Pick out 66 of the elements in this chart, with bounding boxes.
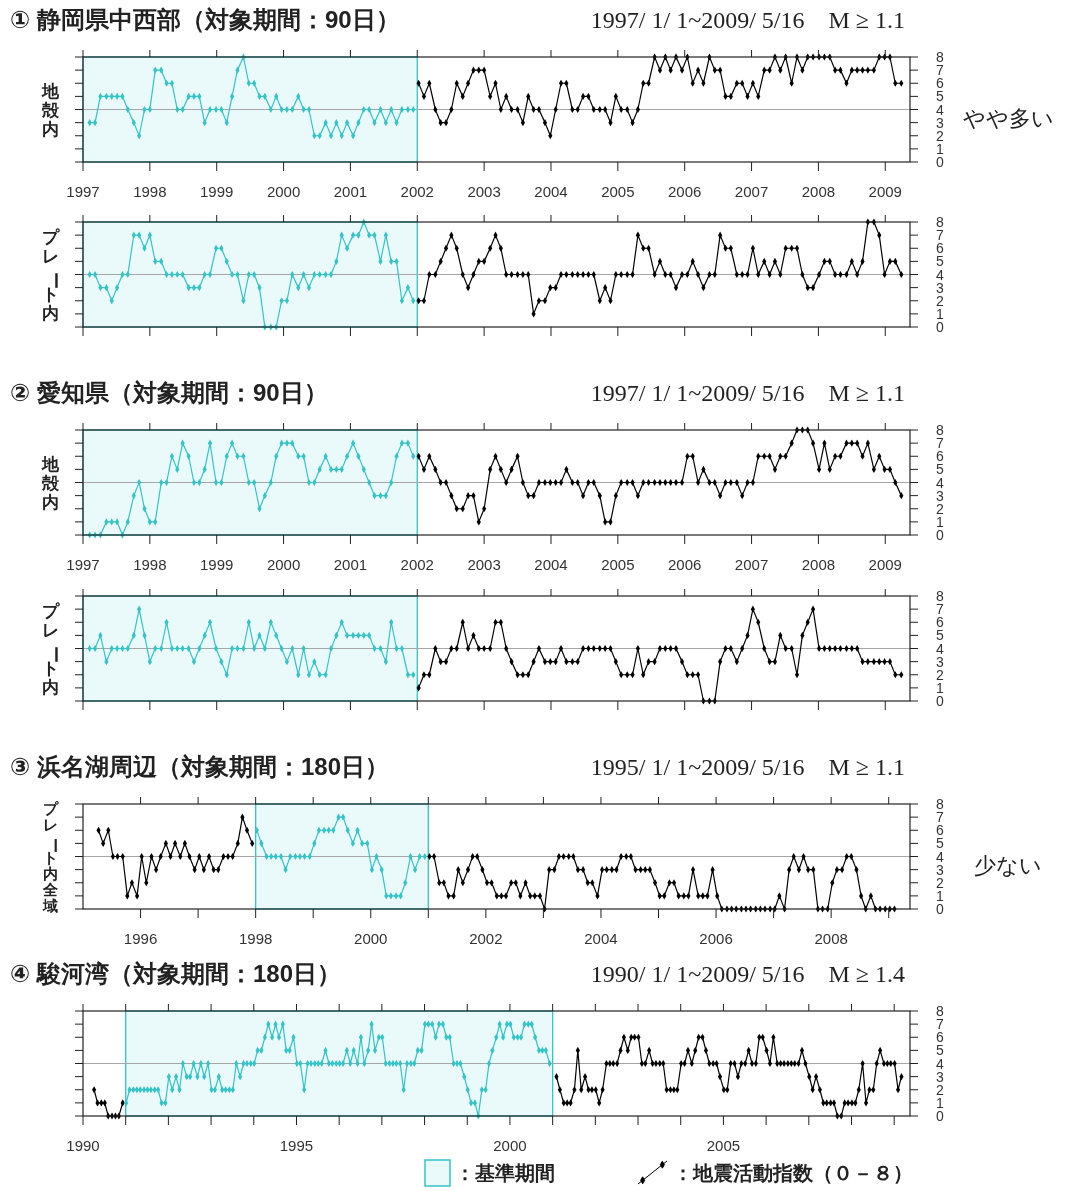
y-tick-label: 0	[936, 319, 945, 335]
chart-title: ① 静岡県中西部（対象期間：90日）	[10, 6, 400, 33]
x-tick-label: 2003	[467, 183, 501, 200]
x-tick-label: 2000	[266, 183, 301, 200]
x-tick-label: 2008	[801, 556, 836, 573]
y-tick-label: 8	[936, 1003, 945, 1019]
x-tick-label: 1996	[123, 930, 158, 947]
x-tick-label: 1999	[200, 183, 234, 200]
y-tick-label: 8	[936, 422, 945, 438]
x-tick-label: 2006	[668, 556, 702, 573]
x-tick-label: 2000	[493, 1137, 527, 1154]
x-tick-label: 1995	[279, 1137, 314, 1154]
x-tick-label: 2004	[534, 556, 568, 573]
x-tick-label: 2001	[333, 183, 368, 200]
text: 少ない	[974, 852, 1042, 878]
x-tick-label: 2000	[354, 930, 388, 947]
x-tick-label: 2000	[266, 556, 301, 573]
x-tick-label: 1997	[66, 556, 100, 573]
x-tick-label: 2001	[333, 556, 368, 573]
x-tick-label: 2006	[668, 183, 702, 200]
x-tick-label: 2004	[534, 183, 568, 200]
y-tick-label: 8	[936, 588, 945, 604]
y-tick-label: 8	[936, 796, 945, 812]
x-tick-label: 2007	[734, 556, 769, 573]
y-axis-title: プレート内	[41, 227, 65, 322]
x-tick-label: 2008	[801, 183, 836, 200]
x-tick-label: 1998	[133, 183, 167, 200]
x-tick-label: 1997	[66, 183, 100, 200]
x-tick-label: 1990	[66, 1137, 100, 1154]
y-tick-label: 0	[936, 693, 945, 709]
y-tick-label: 0	[936, 154, 945, 170]
chart-title: ④ 駿河湾（対象期間：180日）	[10, 960, 342, 987]
y-tick-label: 0	[936, 1108, 945, 1124]
x-tick-label: 2007	[734, 183, 769, 200]
chart-subtitle: 1997/ 1/ 1~2009/ 5/16 M ≥ 1.1	[590, 380, 905, 406]
x-tick-label: 1998	[133, 556, 167, 573]
x-tick-label: 2002	[400, 556, 434, 573]
x-tick-label: 2009	[868, 556, 902, 573]
x-tick-label: 2009	[868, 183, 902, 200]
chart-subtitle: 1995/ 1/ 1~2009/ 5/16 M ≥ 1.1	[590, 754, 905, 780]
legend-label: ：基準期間	[455, 1162, 555, 1184]
text: やや多い	[962, 105, 1054, 131]
x-tick-label: 2008	[814, 930, 848, 947]
x-tick-label: 2005	[601, 556, 635, 573]
chart-subtitle: 1997/ 1/ 1~2009/ 5/16 M ≥ 1.1	[590, 7, 905, 33]
y-axis-title: プレート内	[41, 601, 65, 696]
y-tick-label: 8	[936, 214, 945, 230]
x-tick-label: 2002	[400, 183, 434, 200]
x-tick-label: 2005	[601, 183, 635, 200]
y-axis-title: プレート内全域	[41, 799, 65, 914]
y-tick-label: 8	[936, 49, 945, 65]
y-tick-label: 0	[936, 901, 945, 917]
chart-title: ③ 浜名湖周辺（対象期間：180日）	[10, 753, 390, 780]
x-tick-label: 2004	[584, 930, 618, 947]
x-tick-label: 2006	[699, 930, 733, 947]
chart-title: ② 愛知県（対象期間：90日）	[10, 379, 328, 406]
x-tick-label: 2002	[469, 930, 503, 947]
chart-subtitle: 1990/ 1/ 1~2009/ 5/16 M ≥ 1.4	[590, 961, 905, 987]
x-tick-label: 1999	[200, 556, 234, 573]
y-tick-label: 0	[936, 527, 945, 543]
x-tick-label: 2003	[467, 556, 501, 573]
y-axis-title: 地殻内	[40, 81, 60, 138]
x-tick-label: 2005	[706, 1137, 741, 1154]
legend-label: ：地震活動指数（０－８）	[673, 1162, 913, 1184]
x-tick-label: 1998	[238, 930, 273, 947]
y-axis-title: 地殻内	[40, 454, 60, 511]
